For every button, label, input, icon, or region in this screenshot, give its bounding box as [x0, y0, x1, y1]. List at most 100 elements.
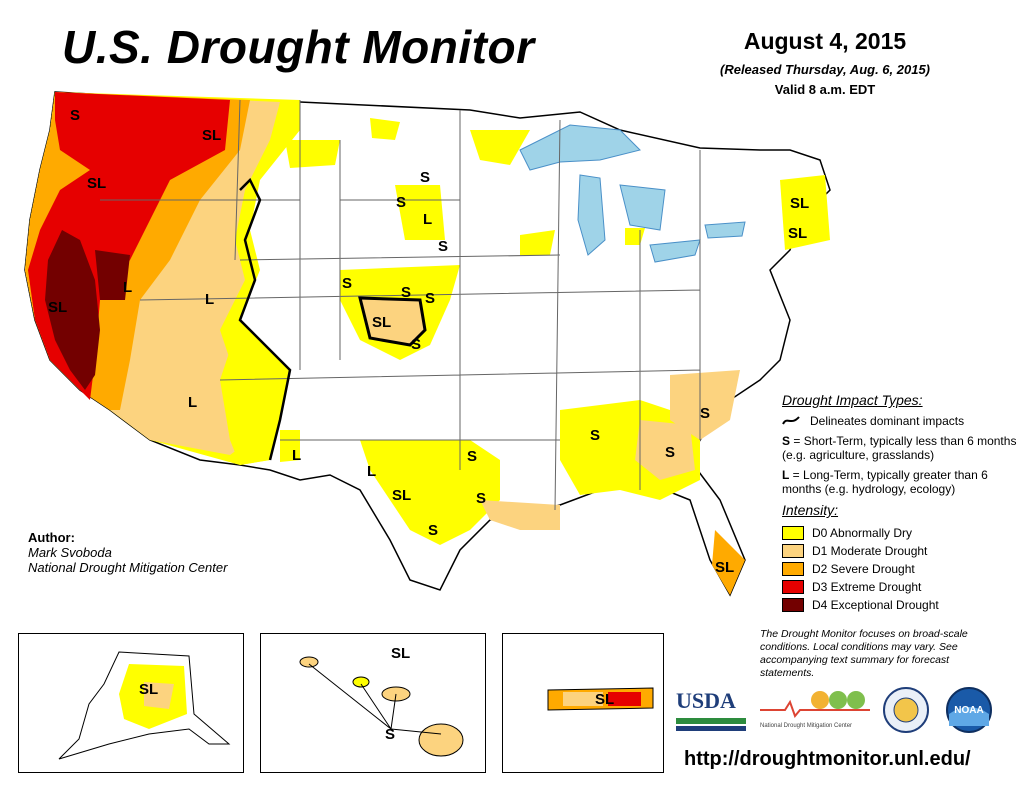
- lake-michigan: [577, 174, 606, 256]
- lake-ontario: [704, 221, 746, 239]
- author-org: National Drought Mitigation Center: [28, 560, 228, 575]
- hawaii-map: SL S: [299, 645, 464, 757]
- west-d4: [45, 230, 100, 390]
- label-wa-s: S: [70, 107, 80, 124]
- alaska-inset: SL: [18, 633, 244, 773]
- intensity-entry: D0 Abnormally Dry: [782, 524, 1017, 542]
- sc-d1: [670, 370, 740, 440]
- noaa-logo: NOAA: [946, 687, 992, 733]
- label-nv-l: L: [123, 279, 132, 296]
- label-or-sl: SL: [87, 175, 106, 192]
- nm-d0: [280, 430, 300, 462]
- label-pr-sl: SL: [595, 691, 614, 708]
- intensity-title: Intensity:: [782, 502, 839, 518]
- label-ne-s4: S: [425, 290, 435, 307]
- alaska-map: SL: [58, 651, 231, 760]
- intensity-entry: D3 Extreme Drought: [782, 578, 1017, 596]
- tx-d0: [360, 440, 500, 545]
- lake-erie: [649, 239, 701, 263]
- intensity-label: D4 Exceptional Drought: [812, 598, 939, 612]
- release-date: (Released Thursday, Aug. 6, 2015): [720, 62, 930, 77]
- department-of-commerce-seal-icon: [883, 687, 929, 733]
- intensity-list: D0 Abnormally Dry D1 Moderate Drought D2 S…: [782, 524, 1017, 614]
- impact-types-title: Drought Impact Types:: [782, 392, 923, 408]
- author-name: Mark Svoboda: [28, 545, 112, 560]
- label-ne-s2: S: [342, 275, 352, 292]
- intensity-swatch: [782, 544, 804, 558]
- sw-d0: [220, 320, 290, 465]
- label-ca-sl: SL: [48, 299, 67, 316]
- ks-d1: [358, 296, 427, 347]
- mt-d0: [285, 140, 340, 168]
- label-nm-l: L: [292, 447, 301, 464]
- label-ks-s: S: [411, 336, 421, 353]
- map-date: August 4, 2015: [743, 28, 907, 54]
- short-term-text: = Short-Term, typically less than 6 mont…: [782, 434, 1017, 462]
- intensity-entry: D2 Severe Drought: [782, 560, 1017, 578]
- long-term-text: = Long-Term, typically greater than 6 mo…: [782, 468, 988, 496]
- intensity-label: D0 Abnormally Dry: [812, 526, 913, 540]
- usda-logo-text: USDA: [676, 688, 736, 713]
- label-la-s2: S: [476, 490, 486, 507]
- label-hi-sl: SL: [391, 645, 410, 662]
- lake-superior: [519, 124, 641, 171]
- sd-d0: [395, 185, 445, 240]
- lake-huron: [619, 184, 666, 231]
- label-fl-sl: SL: [715, 559, 734, 576]
- long-term-entry: L = Long-Term, typically greater than 6 …: [782, 468, 1017, 496]
- ndmc-logo: National Drought Mitigation Center: [760, 688, 870, 733]
- author-heading: Author:: [28, 530, 75, 545]
- label-az-l: L: [188, 394, 197, 411]
- valid-time: Valid 8 a.m. EDT: [774, 82, 876, 97]
- label-la-s1: S: [467, 448, 477, 465]
- impact-line-text: Delineates dominant impacts: [810, 414, 965, 428]
- disclaimer-note: The Drought Monitor focuses on broad-sca…: [760, 628, 968, 679]
- intensity-swatch: [782, 526, 804, 540]
- label-ne-sl1: SL: [790, 195, 809, 212]
- la-d1: [480, 500, 560, 530]
- label-sd-s1: S: [420, 169, 430, 186]
- noaa-logo-text: NOAA: [954, 705, 983, 716]
- se-d1: [635, 420, 695, 480]
- label-sd-s2: S: [396, 194, 406, 211]
- puerto-rico-inset: SL: [502, 633, 664, 773]
- label-tx-sl: SL: [392, 487, 411, 504]
- impact-line-icon: [782, 416, 800, 425]
- state-boundaries: [100, 99, 701, 511]
- intensity-entry: D4 Exceptional Drought: [782, 596, 1017, 614]
- label-ks-sl: SL: [372, 314, 391, 331]
- label-hi-s: S: [385, 726, 395, 743]
- label-al-s: S: [590, 427, 600, 444]
- puerto-rico-map: SL: [547, 687, 654, 711]
- label-sd-l: L: [423, 211, 432, 228]
- label-ut-l: L: [205, 291, 214, 308]
- label-wa-sl: SL: [202, 127, 221, 144]
- label-ne-sl2: SL: [788, 225, 807, 242]
- short-term-letter: S: [782, 434, 791, 448]
- intensity-label: D1 Moderate Drought: [812, 544, 928, 558]
- label-ne-s: S: [438, 238, 448, 255]
- ne-d0: [780, 175, 830, 250]
- impact-line-west: [238, 177, 292, 461]
- fl-d1: [712, 530, 745, 595]
- label-ak-sl: SL: [139, 681, 158, 698]
- map-title: U.S. Drought Monitor: [62, 21, 535, 73]
- author-block: Author: Mark Svoboda National Drought Mi…: [28, 530, 227, 575]
- intensity-label: D2 Severe Drought: [812, 562, 915, 576]
- label-ga-s: S: [665, 444, 675, 461]
- nd-d0: [370, 118, 400, 140]
- label-tx-l: L: [367, 463, 376, 480]
- hawaii-inset: SL S: [260, 633, 486, 773]
- intensity-label: D3 Extreme Drought: [812, 580, 922, 594]
- short-term-entry: S = Short-Term, typically less than 6 mo…: [782, 434, 1017, 462]
- website-link[interactable]: http://droughtmonitor.unl.edu/: [684, 748, 971, 770]
- label-sc-s: S: [700, 405, 710, 422]
- intensity-entry: D1 Moderate Drought: [782, 542, 1017, 560]
- intensity-swatch: [782, 580, 804, 594]
- intensity-swatch: [782, 562, 804, 576]
- impact-line-entry: Delineates dominant impacts: [782, 414, 1017, 428]
- ndmc-logo-text: National Drought Mitigation Center: [760, 723, 853, 729]
- mn-d0: [470, 130, 530, 165]
- label-ne-s3: S: [401, 284, 411, 301]
